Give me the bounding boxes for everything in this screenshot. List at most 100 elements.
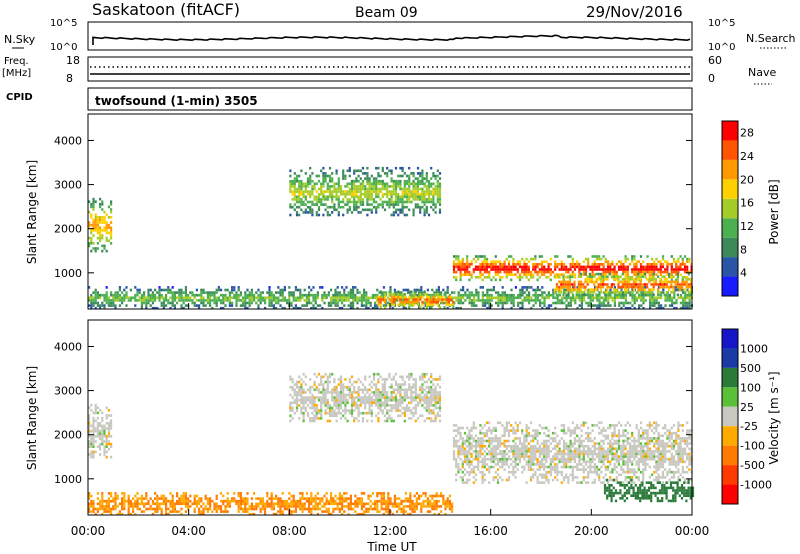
power-feature-1-cell: [627, 301, 630, 305]
power-feature-3-cell: [414, 203, 417, 206]
power-feature-1-cell: [589, 293, 592, 297]
velocity-feature-0-cell: [96, 424, 99, 428]
power-feature-4-cell: [518, 265, 522, 269]
power-feature-5-cell: [569, 283, 572, 286]
velocity-feature-1-cell: [308, 507, 311, 511]
power-feature-5-cell: [586, 278, 589, 281]
velocity-feature-1-cell: [294, 507, 297, 511]
power-feature-1-cell: [323, 301, 326, 305]
velocity-feature-1-cell: [407, 497, 410, 500]
velocity-feature-2-cell: [324, 411, 327, 415]
power-feature-4-cell: [633, 265, 636, 269]
velocity-feature-1-cell: [248, 505, 251, 508]
power-feature-1-cell: [316, 304, 319, 307]
power-feature-1-cell: [305, 299, 308, 302]
power-feature-1-cell: [376, 304, 379, 307]
velocity-feature-2-cell: [309, 385, 312, 389]
power-feature-5-cell: [604, 278, 607, 281]
power-feature-1-cell: [638, 293, 641, 297]
power-feature-1-cell: [569, 301, 572, 305]
velocity-feature-3-cell: [452, 450, 456, 453]
power-feature-3-cell: [412, 190, 415, 193]
power-feature-3-cell: [295, 211, 299, 214]
power-feature-3-cell: [434, 203, 437, 206]
power-feature-1-cell: [123, 299, 126, 302]
velocity-feature-1-cell: [301, 497, 304, 500]
power-feature-2-cell: [390, 295, 393, 299]
power-feature-1-cell: [354, 299, 357, 302]
velocity-feature-0-cell: [96, 427, 99, 430]
power-feature-5-cell: [668, 272, 671, 276]
power-feature-1-cell: [378, 291, 381, 294]
power-feature-1-cell: [114, 304, 117, 307]
velocity-feature-1-cell: [409, 505, 412, 508]
velocity-feature-1-cell: [193, 510, 196, 513]
velocity-feature-2-cell: [408, 388, 411, 392]
velocity-feature-1-cell: [270, 497, 273, 500]
power-feature-1-cell: [239, 304, 242, 307]
power-feature-3-cell: [361, 187, 365, 191]
velocity-feature-1-cell: [217, 507, 220, 511]
velocity-feature-1-cell: [99, 499, 102, 503]
velocity-feature-0-cell: [107, 409, 110, 412]
velocity-feature-1-cell: [94, 512, 97, 516]
power-feature-1-cell: [323, 296, 326, 300]
velocity-feature-0-cell: [101, 440, 104, 443]
power-feature-1-cell: [501, 286, 504, 289]
power-feature-3-cell: [328, 185, 332, 188]
power-feature-5-cell: [665, 280, 668, 284]
power-feature-4-cell: [463, 265, 467, 269]
velocity-feature-1-cell: [264, 505, 267, 508]
power-feature-3-cell: [364, 192, 367, 196]
power-feature-1-cell: [642, 299, 645, 302]
velocity-feature-1-cell: [349, 507, 352, 511]
power-feature-3-cell: [350, 185, 354, 188]
power-feature-1-cell: [642, 301, 645, 305]
power-feature-1-cell: [517, 296, 520, 300]
power-feature-0-cell: [94, 226, 97, 229]
power-feature-1-cell: [237, 296, 240, 300]
power-feature-1-cell: [158, 296, 161, 300]
velocity-feature-0-cell: [103, 450, 106, 454]
velocity-feature-3-cell: [466, 434, 469, 438]
velocity-feature-3-cell: [466, 470, 469, 474]
power-feature-1-cell: [332, 296, 335, 300]
velocity-feature-1-cell: [151, 502, 154, 506]
velocity-feature-2-cell: [430, 409, 433, 412]
power-feature-5-cell: [652, 278, 655, 281]
power-feature-1-cell: [437, 288, 440, 292]
velocity-feature-3-cell: [468, 442, 471, 445]
power-feature-3-cell: [390, 169, 393, 173]
velocity-feature-2-cell: [372, 372, 376, 376]
power-feature-0-cell: [94, 223, 97, 227]
power-feature-3-cell: [295, 187, 299, 191]
power-feature-5-cell: [637, 272, 640, 276]
velocity-feature-1-cell: [411, 505, 414, 508]
velocity-feature-1-cell: [316, 512, 319, 516]
velocity-feature-1-cell: [356, 502, 359, 506]
power-feature-5-cell: [577, 280, 580, 284]
power-feature-3-cell: [298, 179, 301, 183]
velocity-feature-0-cell: [99, 424, 102, 428]
velocity-feature-1-cell: [165, 510, 168, 513]
velocity-feature-1-cell: [279, 510, 282, 513]
velocity-feature-2-cell: [394, 396, 398, 399]
velocity-feature-1-cell: [332, 510, 335, 513]
velocity-feature-1-cell: [228, 502, 231, 506]
power-feature-4-cell: [620, 265, 623, 269]
velocity-feature-1-cell: [246, 502, 249, 506]
power-feature-4-cell: [523, 270, 526, 274]
power-feature-4-cell: [675, 265, 678, 269]
power-feature-1-cell: [305, 304, 308, 307]
velocity-feature-2-cell: [300, 383, 303, 386]
velocity-feature-1-cell: [105, 507, 108, 511]
power-feature-1-cell: [490, 304, 493, 307]
power-feature-4-cell: [479, 263, 482, 266]
power-feature-3-cell: [326, 195, 329, 199]
power-feature-4-cell: [646, 263, 649, 266]
power-feature-1-cell: [497, 291, 500, 294]
power-feature-1-cell: [145, 299, 148, 302]
power-feature-4-cell: [472, 257, 475, 261]
power-feature-1-cell: [600, 304, 603, 307]
velocity-feature-0-cell: [90, 453, 93, 456]
